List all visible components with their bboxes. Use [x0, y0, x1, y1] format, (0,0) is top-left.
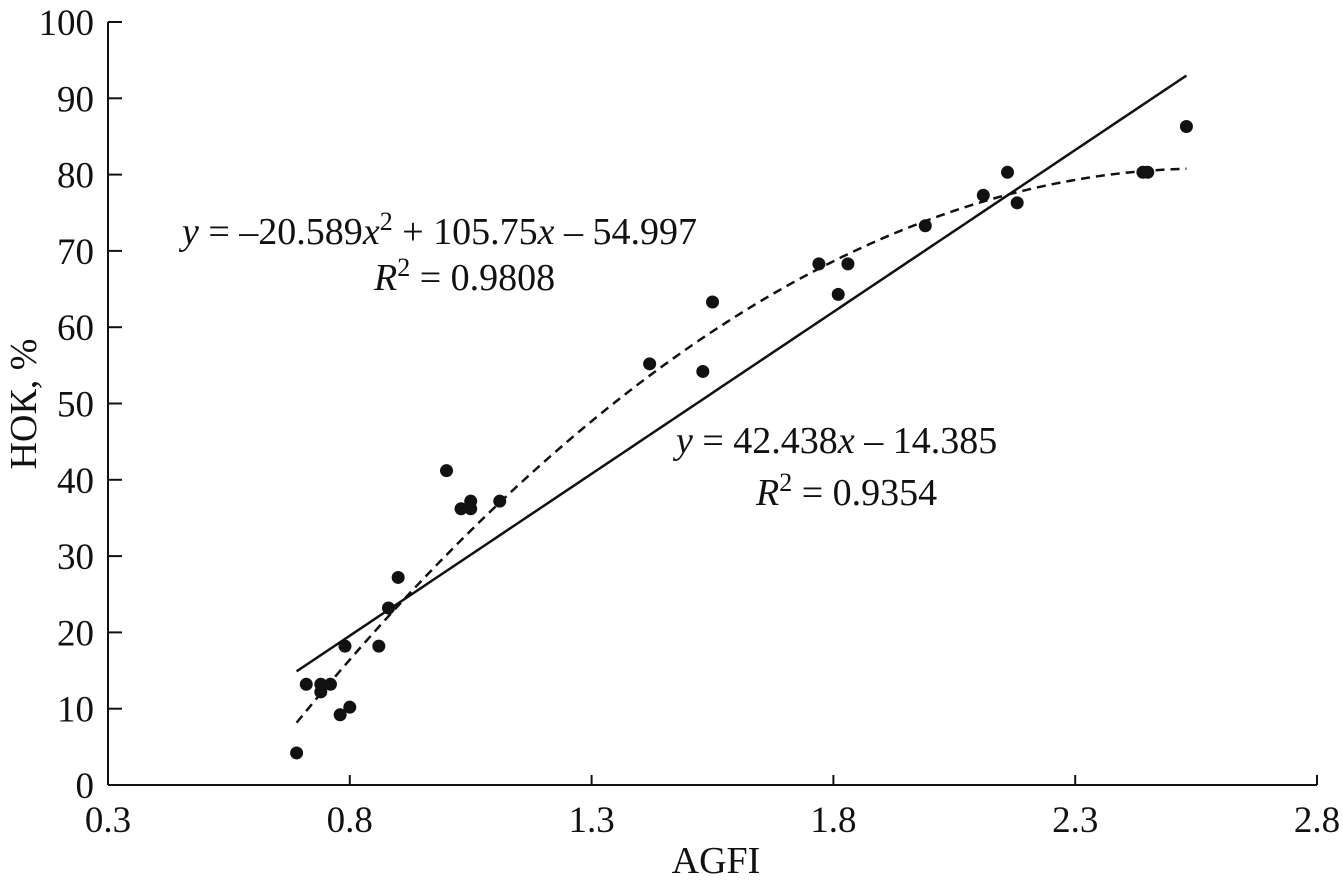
y-tick-label: 20	[57, 613, 94, 654]
data-point	[338, 640, 351, 653]
data-point	[1001, 166, 1014, 179]
data-point	[919, 219, 932, 232]
data-point	[1141, 166, 1154, 179]
data-point	[493, 495, 506, 508]
x-tick-label: 2.8	[1294, 800, 1340, 841]
quadratic-fit-equation: y = –20.589x2 + 105.75x – 54.997	[178, 207, 697, 253]
linear-fit-equation: y = 42.438x – 14.385	[672, 420, 997, 462]
data-point	[440, 464, 453, 477]
data-point	[812, 257, 825, 270]
data-point	[324, 678, 337, 691]
y-tick-label: 90	[57, 79, 94, 120]
data-point	[343, 701, 356, 714]
data-point	[1180, 120, 1193, 133]
data-point	[372, 640, 385, 653]
data-point	[832, 288, 845, 301]
data-point	[1011, 196, 1024, 209]
x-tick-label: 2.3	[1052, 800, 1098, 841]
y-axis-ticks: 0 10 20 30 40 50 60 70 80 90 100	[39, 3, 123, 807]
axes	[108, 22, 1317, 785]
data-point	[696, 365, 709, 378]
y-tick-label: 100	[39, 3, 95, 44]
x-axis-title: AGFI	[672, 840, 761, 882]
data-point	[464, 495, 477, 508]
y-tick-label: 40	[57, 461, 94, 502]
x-tick-label: 1.3	[568, 800, 614, 841]
data-point	[290, 746, 303, 759]
data-point	[392, 571, 405, 584]
linear-fit-r2: R2 = 0.9354	[755, 468, 937, 514]
data-point	[300, 678, 313, 691]
data-point	[841, 257, 854, 270]
y-tick-label: 60	[57, 308, 94, 349]
y-tick-label: 80	[57, 156, 94, 197]
data-point	[977, 189, 990, 202]
y-tick-label: 0	[76, 766, 95, 807]
y-tick-label: 50	[57, 385, 94, 426]
linear-fit-line	[297, 76, 1187, 672]
fit-lines	[297, 76, 1187, 723]
y-tick-label: 70	[57, 232, 94, 273]
x-tick-label: 1.8	[810, 800, 856, 841]
y-tick-label: 10	[57, 690, 94, 731]
data-point	[643, 357, 656, 370]
data-point	[382, 601, 395, 614]
y-axis-title: НОК, %	[3, 339, 45, 470]
x-tick-label: 0.8	[327, 800, 373, 841]
data-point	[706, 296, 719, 309]
quadratic-fit-r2: R2 = 0.9808	[373, 253, 555, 299]
y-tick-label: 30	[57, 537, 94, 578]
